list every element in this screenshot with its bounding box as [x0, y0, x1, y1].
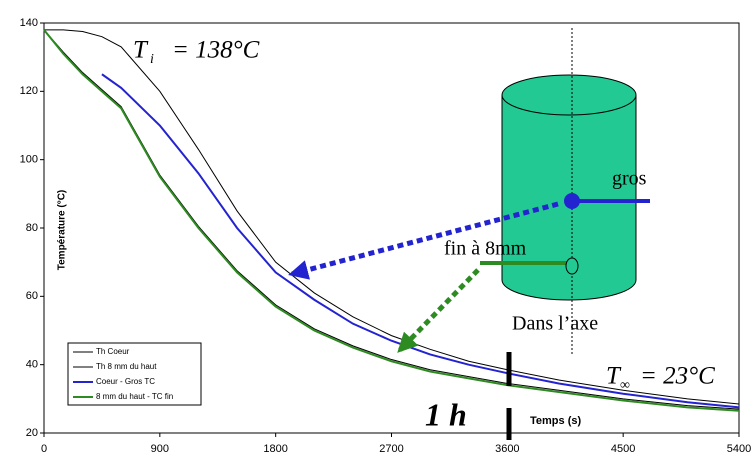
y-tick-label: 140: [20, 17, 38, 29]
x-tick-label: 900: [151, 443, 169, 455]
y-tick-label: 60: [26, 290, 38, 302]
annotation: i: [150, 52, 154, 67]
series-line: [101, 73, 740, 409]
annotation: Dans l’axe: [512, 313, 598, 335]
legend-box: [67, 342, 202, 406]
y-tick-label: 20: [26, 427, 38, 439]
y-tick-label: 120: [20, 85, 38, 97]
series-line: [43, 29, 740, 412]
x-tick-label: 2700: [379, 443, 403, 455]
y-tick-label: 80: [26, 222, 38, 234]
y-tick-label: 40: [26, 359, 38, 371]
annotation: T: [606, 363, 622, 390]
cylinder-diagram: [288, 28, 650, 355]
series-line: [44, 29, 740, 405]
legend-label: Th 8 mm du haut: [96, 362, 157, 371]
y-tick-label: 100: [20, 154, 38, 166]
legend-label: Th Coeur: [96, 347, 130, 356]
legend-label: 8 mm du haut - TC fin: [96, 392, 173, 401]
annotation: = 23°C: [640, 363, 715, 390]
x-tick-label: 5400: [727, 443, 751, 455]
legend-label: Coeur - Gros TC: [96, 377, 155, 386]
annotation: fin à 8mm: [444, 238, 527, 260]
annotation: ∞: [620, 378, 630, 393]
plot: 20 40 60 80 100 120 140 0 900 1800 2700 3600 4500 540…: [20, 17, 752, 455]
x-tick-label: 1800: [263, 443, 287, 455]
y-axis-label: Température (°C): [57, 190, 68, 271]
x-tick-label: 3600: [495, 443, 519, 455]
x-tick-label: 0: [41, 443, 47, 455]
annotation: T: [133, 37, 149, 64]
x-axis-label: Temps (s): [530, 415, 581, 427]
series-line: [43, 29, 740, 410]
legend: Th Coeur Th 8 mm du haut Coeur - Gros TC 8 …: [67, 342, 202, 406]
annotation: 1 h: [425, 396, 467, 432]
x-tick-label: 4500: [611, 443, 635, 455]
annotation: = 138°C: [172, 37, 260, 64]
annotation: gros: [612, 168, 647, 190]
